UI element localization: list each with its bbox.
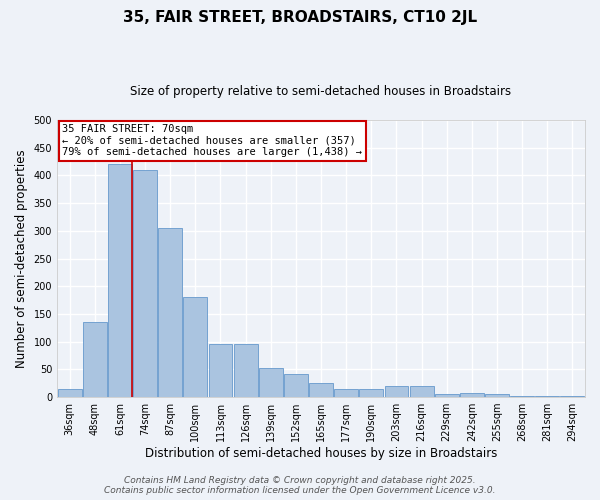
X-axis label: Distribution of semi-detached houses by size in Broadstairs: Distribution of semi-detached houses by … (145, 447, 497, 460)
Bar (435, 394, 458, 397)
Bar (535, 396, 559, 397)
Text: Contains HM Land Registry data © Crown copyright and database right 2025.
Contai: Contains HM Land Registry data © Crown c… (104, 476, 496, 495)
Bar (309, 382, 333, 397)
Bar (385, 386, 409, 397)
Bar (209, 344, 232, 397)
Text: 35, FAIR STREET, BROADSTAIRS, CT10 2JL: 35, FAIR STREET, BROADSTAIRS, CT10 2JL (123, 10, 477, 25)
Bar (158, 228, 182, 397)
Bar (334, 389, 358, 397)
Bar (359, 389, 383, 397)
Bar (485, 394, 509, 397)
Bar (284, 374, 308, 397)
Bar (133, 170, 157, 397)
Bar (58, 389, 82, 397)
Bar (108, 164, 132, 397)
Bar (560, 396, 584, 397)
Title: Size of property relative to semi-detached houses in Broadstairs: Size of property relative to semi-detach… (130, 85, 512, 98)
Bar (259, 368, 283, 397)
Bar (410, 386, 434, 397)
Y-axis label: Number of semi-detached properties: Number of semi-detached properties (15, 149, 28, 368)
Bar (233, 344, 257, 397)
Bar (83, 322, 107, 397)
Bar (510, 396, 534, 397)
Text: 35 FAIR STREET: 70sqm
← 20% of semi-detached houses are smaller (357)
79% of sem: 35 FAIR STREET: 70sqm ← 20% of semi-deta… (62, 124, 362, 158)
Bar (184, 298, 207, 397)
Bar (460, 393, 484, 397)
